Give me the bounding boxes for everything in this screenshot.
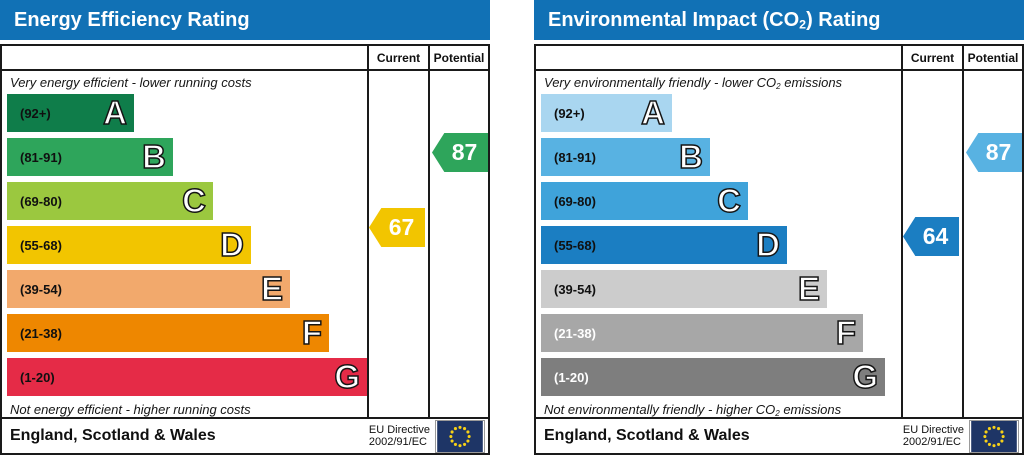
rating-band-d: (55-68) D [7,225,251,264]
band-letter: G [852,357,879,396]
band-range-label: (69-80) [20,193,62,209]
band-range-label: (55-68) [554,237,596,253]
band-range-label: (1-20) [20,369,55,385]
rating-body-row: Very energy efficient - lower running co… [2,71,488,417]
rating-table: Current Potential Very energy efficient … [0,44,490,455]
rating-band-d: (55-68) D [541,225,787,264]
chart-title-text: Energy Efficiency Rating [14,9,250,31]
eu-directive-text: EU Directive 2002/91/EC [902,423,964,449]
energy-efficiency-rating-chart: Energy Efficiency Rating Current Potenti… [0,0,490,456]
band-range-label: (92+) [554,105,585,121]
band-range-label: (81-91) [554,149,596,165]
top-caption: Very environmentally friendly - lower CO… [544,74,843,91]
chart-title: Environmental Impact (CO2) Rating [534,0,1024,40]
chart-title-subscript: 2 [799,17,807,32]
band-range-label: (39-54) [20,281,62,297]
band-letter: D [219,225,244,264]
region-label: England, Scotland & Wales [10,427,216,444]
band-range-label: (21-38) [20,325,62,341]
band-letter: G [334,357,361,396]
rating-scale-area: Very energy efficient - lower running co… [2,71,367,417]
band-letter: F [835,313,857,352]
band-letter: B [678,137,703,176]
band-letter: C [181,181,206,220]
rating-band-f: (21-38) F [541,313,863,352]
band-range-label: (81-91) [20,149,62,165]
eu-directive-text: EU Directive 2002/91/EC [368,423,430,449]
rating-table: Current Potential Very environmentally f… [534,44,1024,455]
environmental-impact-co2-rating-chart: Environmental Impact (CO2) Rating Curren… [534,0,1024,456]
rating-body-row: Very environmentally friendly - lower CO… [536,71,1022,417]
column-header-row: Current Potential [536,46,1022,71]
eu-flag-icon [435,419,485,453]
potential-rating-arrow: 87 [966,133,1022,172]
rating-bands: (92+) A (81-91) B (69-80) C (55-68) D (39-54… [2,93,367,402]
rating-band-c: (69-80) C [7,181,213,220]
bottom-caption: Not environmentally friendly - higher CO… [544,401,842,417]
header-spacer-cell [2,46,367,69]
rating-band-e: (39-54) E [7,269,290,308]
band-letter: F [301,313,323,352]
rating-band-a: (92+) A [7,93,134,132]
band-range-label: (1-20) [554,369,589,385]
chart-title-text: Environmental Impact (CO [548,9,800,31]
rating-band-b: (81-91) B [541,137,710,176]
band-range-label: (69-80) [554,193,596,209]
band-range-label: (55-68) [20,237,62,253]
band-letter: E [797,269,821,308]
current-column [901,71,962,417]
band-letter: B [141,137,166,176]
rating-band-f: (21-38) F [7,313,329,352]
bottom-caption: Not energy efficient - higher running co… [10,401,251,417]
rating-band-a: (92+) A [541,93,672,132]
band-letter: E [260,269,284,308]
rating-band-e: (39-54) E [541,269,827,308]
rating-scale-area: Very environmentally friendly - lower CO… [536,71,901,417]
potential-column [962,71,1022,417]
band-letter: D [755,225,780,264]
rating-band-g: (1-20) G [541,357,885,396]
potential-rating-arrow: 87 [432,133,488,172]
band-range-label: (21-38) [554,325,596,341]
region-label: England, Scotland & Wales [544,427,750,444]
potential-column-header: Potential [962,46,1022,69]
band-range-label: (92+) [20,105,51,121]
current-column [367,71,428,417]
rating-band-g: (1-20) G [7,357,367,396]
rating-bands: (92+) A (81-91) B (69-80) C (55-68) D (39-54… [536,93,901,402]
chart-title-text-end: ) Rating [806,9,881,31]
header-spacer-cell [536,46,901,69]
column-header-row: Current Potential [2,46,488,71]
chart-title: Energy Efficiency Rating [0,0,490,40]
band-letter: A [640,93,665,132]
current-column-header: Current [901,46,962,69]
band-letter: C [716,181,741,220]
current-column-header: Current [367,46,428,69]
band-range-label: (39-54) [554,281,596,297]
potential-column [428,71,488,417]
rating-band-b: (81-91) B [7,137,173,176]
current-rating-arrow: 64 [903,217,959,256]
footer-row: England, Scotland & Wales EU Directive 2… [2,417,488,453]
band-letter: A [102,93,127,132]
rating-band-c: (69-80) C [541,181,748,220]
top-caption: Very energy efficient - lower running co… [10,74,252,90]
footer-row: England, Scotland & Wales EU Directive 2… [536,417,1022,453]
current-rating-arrow: 67 [369,208,425,247]
eu-flag-icon [969,419,1019,453]
potential-column-header: Potential [428,46,488,69]
